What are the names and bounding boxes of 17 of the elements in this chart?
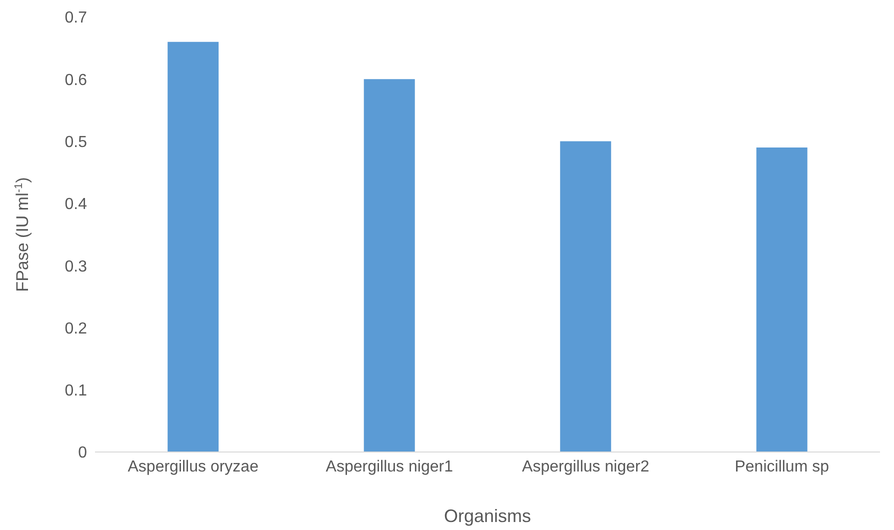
x-tick-label: Penicillum sp bbox=[734, 458, 830, 476]
y-tick-label: 0.7 bbox=[64, 10, 88, 27]
bar bbox=[364, 79, 415, 452]
y-tick-label: 0.6 bbox=[64, 72, 88, 89]
y-tick-label: 0.5 bbox=[64, 134, 88, 151]
y-tick-label: 0.1 bbox=[64, 382, 88, 400]
bar bbox=[560, 141, 612, 452]
y-tick-label: 0.2 bbox=[64, 320, 88, 338]
y-tick-label: 0 bbox=[78, 444, 88, 462]
y-tick-label: 0.4 bbox=[64, 196, 88, 214]
x-tick-label: Aspergillus niger2 bbox=[522, 458, 650, 476]
bar bbox=[756, 148, 808, 452]
x-tick-label: Aspergillus oryzae bbox=[128, 458, 259, 476]
bar bbox=[168, 42, 219, 452]
x-tick-label: Aspergillus niger1 bbox=[326, 458, 454, 476]
x-axis-title: Organisms bbox=[444, 506, 532, 526]
y-tick-label: 0.3 bbox=[64, 258, 88, 276]
